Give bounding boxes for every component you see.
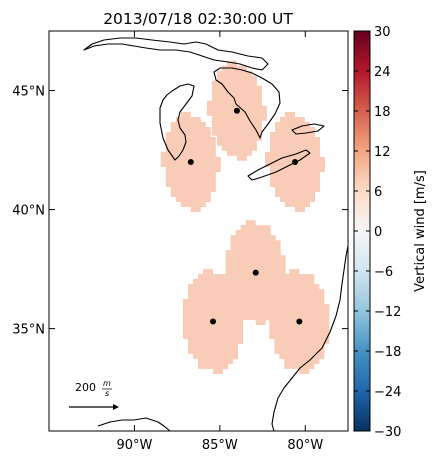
gulf-coastline bbox=[97, 417, 171, 431]
map-frame bbox=[48, 30, 349, 432]
lon-tick-label: 80°W bbox=[287, 438, 323, 453]
colorbar-ticks: 30 24 18 12 6 0 −6 −12 −18 −24 −30 bbox=[354, 25, 401, 440]
lake-erie-coastline bbox=[247, 149, 311, 181]
radar-site-4 bbox=[252, 269, 259, 276]
lake-ontario-coastline bbox=[291, 123, 325, 135]
east-coastline bbox=[271, 245, 348, 431]
arrow-unit-numerator: m bbox=[103, 379, 111, 388]
colorbar-tick-label: 30 bbox=[374, 25, 391, 40]
map-area: 200 m s bbox=[49, 31, 348, 431]
lake-huron-coastline bbox=[213, 67, 281, 139]
radar-site-6 bbox=[296, 318, 303, 325]
lat-tick-label: 45°N bbox=[12, 85, 45, 100]
colorbar-tick-label: 12 bbox=[374, 145, 391, 160]
longitude-axis: 90°W 85°W 80°W bbox=[116, 31, 323, 453]
lake-michigan-coastline bbox=[159, 83, 195, 161]
radar-site-2 bbox=[233, 107, 240, 114]
coastlines bbox=[83, 37, 348, 431]
lat-tick-label: 35°N bbox=[12, 323, 45, 338]
radar-site-3 bbox=[292, 158, 299, 165]
arrow-magnitude: 200 bbox=[75, 381, 96, 394]
colorbar-tick-label: 24 bbox=[374, 65, 391, 80]
colorbar-tick-label: 0 bbox=[374, 225, 382, 240]
radar-site-5 bbox=[210, 318, 217, 325]
colorbar-tick-label: −30 bbox=[374, 425, 401, 440]
colorbar-tick-label: −6 bbox=[374, 265, 393, 280]
lon-tick-label: 85°W bbox=[202, 438, 238, 453]
colorbar-tick-label: −24 bbox=[374, 385, 401, 400]
colorbar-tick-label: −18 bbox=[374, 345, 401, 360]
colorbar-tick-label: −12 bbox=[374, 305, 401, 320]
colorbar-tick-label: 18 bbox=[374, 105, 391, 120]
radar-site-1 bbox=[187, 158, 194, 165]
latitude-axis: 45°N 40°N 35°N bbox=[12, 85, 348, 338]
radar-sites bbox=[187, 107, 303, 325]
map-title: 2013/07/18 02:30:00 UT bbox=[103, 10, 293, 28]
arrow-unit-denominator: s bbox=[105, 389, 109, 398]
lake-superior-coastline bbox=[83, 37, 269, 71]
lon-tick-label: 90°W bbox=[116, 438, 152, 453]
colorbar-label: Vertical wind [m/s] bbox=[413, 170, 428, 292]
lat-tick-label: 40°N bbox=[12, 204, 45, 219]
colorbar-tick-label: 6 bbox=[374, 185, 382, 200]
colorbar: 30 24 18 12 6 0 −6 −12 −18 −24 −30 Vertical wind [… bbox=[353, 25, 428, 440]
reference-arrow: 200 m s bbox=[69, 379, 119, 410]
arrow-head bbox=[113, 404, 119, 410]
